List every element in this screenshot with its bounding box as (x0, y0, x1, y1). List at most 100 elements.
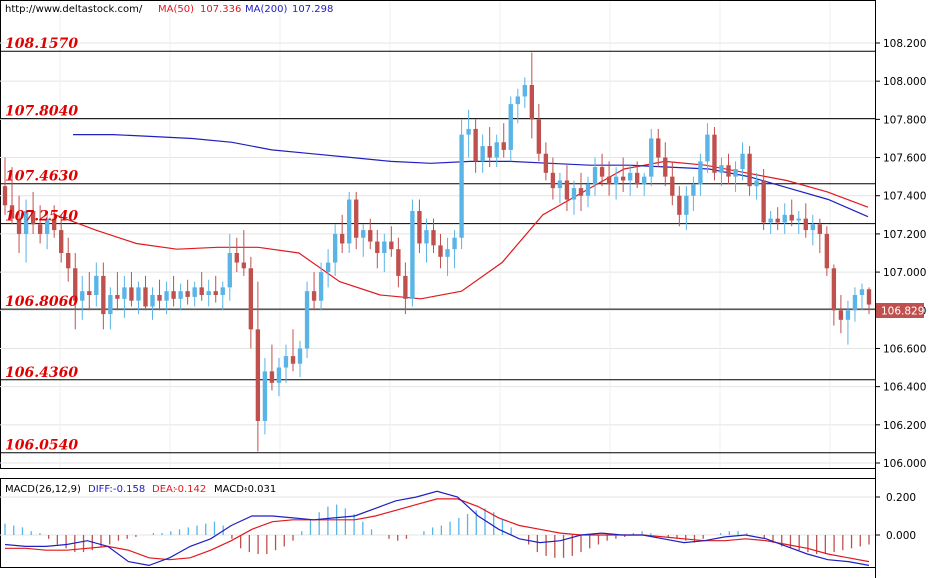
candle-body (522, 85, 527, 97)
candle (599, 153, 605, 187)
candle-body (269, 371, 275, 383)
candle-body (30, 211, 36, 225)
candle-body (480, 146, 485, 162)
candle-body (768, 218, 773, 223)
candle-body (332, 233, 338, 263)
candle (290, 329, 296, 372)
candle (80, 275, 85, 320)
candle-body (691, 184, 696, 196)
macd-tick-label: 0.000 (886, 530, 916, 542)
candle-body (733, 169, 738, 177)
candle (2, 157, 8, 215)
source-url[interactable]: http://www.deltastock.com/ (5, 4, 143, 15)
candle (241, 230, 247, 276)
candle (529, 52, 535, 139)
candle-body (459, 134, 464, 238)
candle (712, 127, 717, 181)
candle-body (213, 291, 218, 295)
candle (473, 119, 478, 173)
candle-body (157, 295, 162, 301)
candle-body (424, 230, 429, 244)
candle (122, 275, 127, 318)
current-price-label: 106.829 (881, 306, 924, 318)
ma50-value: 107.336 (200, 4, 241, 15)
candle (578, 172, 584, 211)
candle-body (578, 188, 584, 196)
candle-body (592, 167, 598, 185)
candle (768, 211, 773, 234)
candle (508, 96, 513, 162)
candle (368, 218, 373, 250)
candle (564, 165, 570, 211)
candle (101, 262, 106, 330)
candle-body (487, 146, 492, 158)
candle (354, 191, 359, 250)
candle-body (361, 230, 366, 238)
candle-body (571, 188, 577, 200)
candle-body (171, 291, 176, 299)
level-label: 107.8040 (5, 104, 78, 120)
candle-body (101, 275, 106, 315)
level-label: 106.0540 (5, 438, 78, 454)
candle-body (37, 224, 43, 234)
candle-body (508, 104, 513, 150)
candle-body (389, 241, 394, 250)
candle (824, 226, 830, 276)
candle-body (199, 287, 204, 295)
candle-body (73, 268, 78, 301)
candle-body (410, 211, 415, 299)
candle (248, 256, 254, 349)
candle-body (150, 295, 155, 307)
candle-body (241, 262, 247, 269)
candle-body (613, 176, 619, 185)
ma200-value: 107.298 (292, 4, 333, 15)
candle (44, 211, 50, 250)
candle-body (557, 180, 563, 189)
candle-body (339, 233, 345, 244)
candle-body (51, 218, 57, 231)
candle (311, 272, 317, 311)
candle-body (283, 356, 289, 368)
candle-body (852, 295, 858, 311)
macd-diff-line (4, 490, 870, 567)
candle (747, 146, 752, 196)
candle-body (438, 245, 443, 257)
candle (51, 205, 57, 238)
candle (459, 119, 464, 250)
price-tick-label: 106.000 (883, 458, 926, 470)
candle-body (248, 268, 254, 330)
candle-body (536, 119, 542, 154)
candle-body (396, 249, 401, 276)
candle-body (16, 218, 22, 234)
candle-body (810, 224, 815, 231)
candle (438, 233, 443, 269)
candle (403, 262, 408, 315)
candle (171, 275, 176, 307)
candle-body (403, 275, 408, 299)
current-price-badge (876, 303, 924, 318)
candle (684, 186, 689, 231)
candle (775, 207, 780, 231)
candle-body (94, 275, 99, 295)
candle-body (782, 214, 787, 223)
candle (501, 123, 506, 158)
price-tick-label: 108.200 (883, 38, 926, 50)
candle (129, 272, 134, 307)
macd-tick-label: 0.200 (886, 492, 916, 504)
candle-body (318, 272, 324, 301)
candle (585, 176, 591, 208)
candle-body (445, 249, 450, 257)
candle-body (585, 184, 591, 196)
price-tick-label: 106.400 (883, 382, 926, 394)
candle (347, 191, 352, 253)
candle (396, 237, 401, 288)
candle-body (466, 128, 471, 135)
candle-body (501, 142, 506, 150)
candle (452, 230, 457, 269)
candle (16, 195, 22, 253)
candle (87, 272, 92, 311)
candle-body (136, 287, 141, 301)
price-tick-label: 107.000 (883, 267, 926, 279)
price-tick-label: 107.800 (883, 114, 926, 126)
candle-body (80, 291, 85, 301)
